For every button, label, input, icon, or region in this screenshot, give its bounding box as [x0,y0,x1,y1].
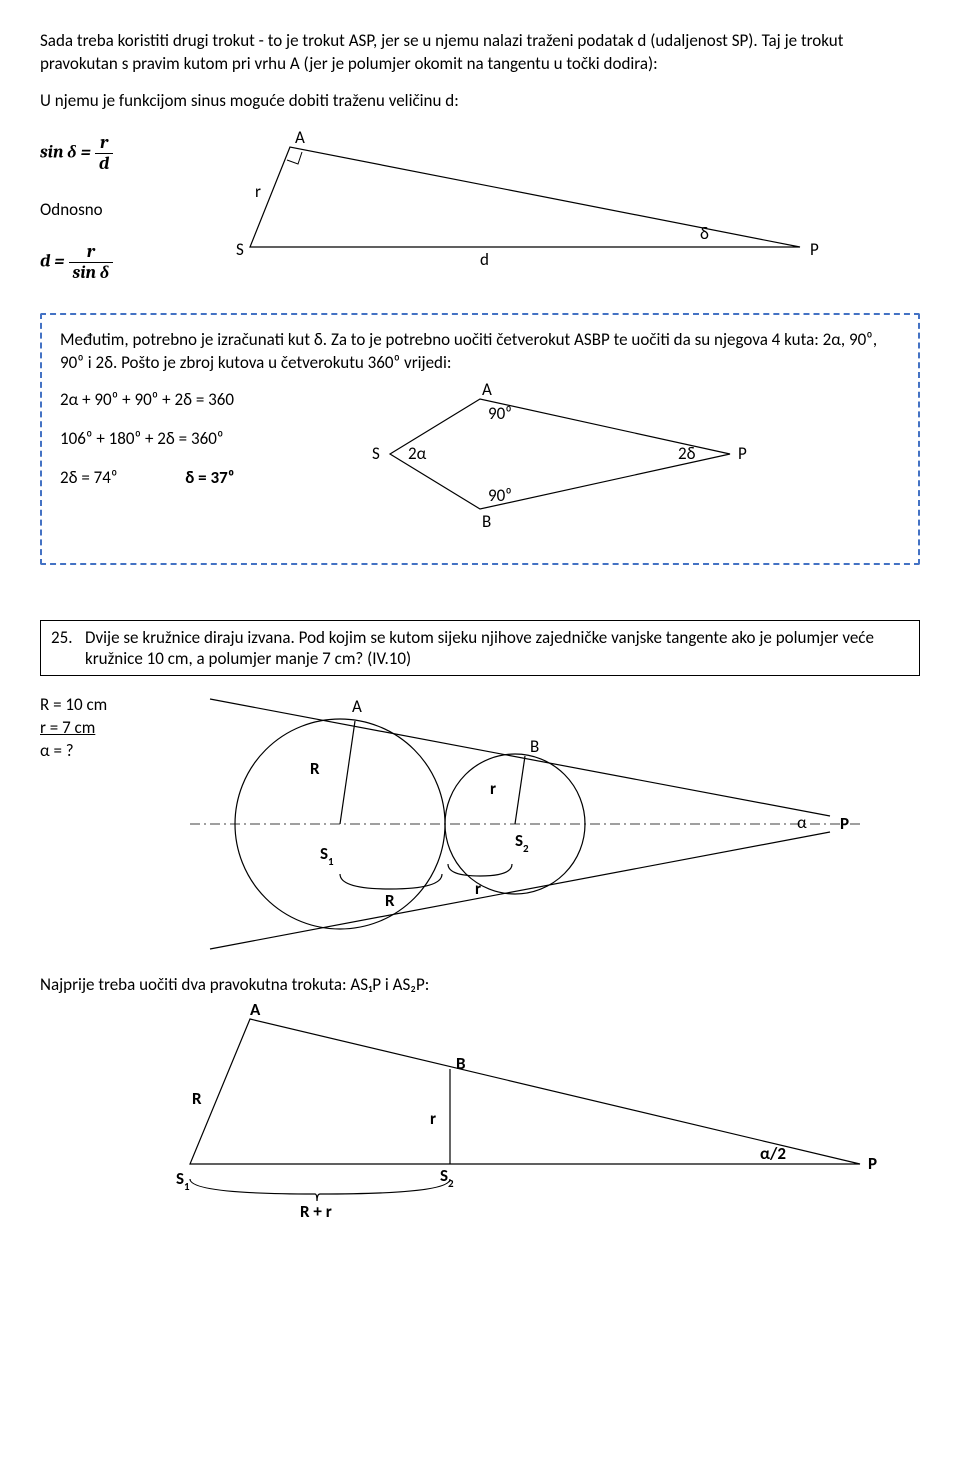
c-S2: S2 [515,830,529,855]
num: r [69,242,114,263]
k-S: S [372,443,380,464]
c-alpha: α [797,812,807,833]
label-P: P [810,239,819,260]
box-text: Međutim, potrebno je izračunati kut δ. Z… [60,329,900,375]
formula-d: d = r sin δ [40,242,240,283]
eq2: 106⁰ + 180⁰ + 2δ = 360⁰ [60,428,360,451]
label-S: S [236,239,244,260]
para-1: Sada treba koristiti drugi trokut - to j… [40,30,920,76]
problem-text: Dvije se kružnice diraju izvana. Pod koj… [85,627,909,669]
den: sin δ [69,263,114,283]
t2-B: B [456,1053,466,1074]
k-B: B [482,511,491,532]
c-R2: R [385,890,395,911]
lhs: d = [40,251,65,272]
k-A: A [482,379,492,400]
label-d: d [480,249,489,270]
t2-S1: S1 [176,1168,190,1193]
t2-A: A [250,999,261,1020]
k-P: P [738,443,747,464]
triangle-asp-diagram: A S P r d δ [240,127,840,277]
c-B: B [530,736,539,757]
given-alpha: α = ? [40,740,190,763]
eq1: 2α + 90⁰ + 90⁰ + 2δ = 360 [60,389,360,412]
k-90b: 90⁰ [488,485,512,506]
given-R: R = 10 cm [40,694,190,717]
c-r2: r [475,878,481,899]
label-A: A [295,127,305,148]
label-r: r [255,181,261,202]
t2-Rr: R + r [300,1201,332,1222]
c-S1: S1 [320,843,334,868]
c-P: P [840,813,849,834]
kite-asbp-diagram: A B S P 90⁰ 90⁰ 2α 2δ [360,389,780,539]
delta-calculation-box: Međutim, potrebno je izračunati kut δ. Z… [40,313,920,565]
two-circles-diagram: A B R r S1 S2 R r α P [190,694,870,944]
t2-r: r [430,1108,436,1129]
t2-a2: α/2 [760,1143,786,1164]
k-2a: 2α [408,443,427,464]
given-and-circles-row: R = 10 cm r = 7 cm α = ? A B R r S1 S2 R… [40,694,920,944]
eq3b: δ = 37⁰ [185,467,234,488]
para-2: U njemu je funkcijom sinus moguće dobiti… [40,90,920,113]
eq3a: 2δ = 74⁰ [60,467,118,488]
lhs: sin δ = [40,141,91,162]
label-delta: δ [700,223,709,244]
k-90t: 90⁰ [488,403,512,424]
k-2d: 2δ [678,443,696,464]
c-R: R [310,758,320,779]
problem-25-box: 25. Dvije se kružnice diraju izvana. Pod… [40,620,920,676]
t2-S2: S2 [440,1165,454,1190]
odnosno-label: Odnosno [40,199,240,222]
problem-number: 25. [51,627,85,669]
eq3: 2δ = 74⁰ δ = 37⁰ [60,467,360,490]
c-A: A [352,696,362,717]
c-r: r [490,778,496,799]
triangles-as1p-as2p-diagram: A B R r S1 S2 α/2 P R + r [180,1009,910,1219]
para-3: Najprije treba uočiti dva pravokutna tro… [40,974,920,997]
den: d [95,154,113,174]
formula-sin-delta: sin δ = r d [40,133,240,174]
num: r [95,133,113,154]
formula-and-triangle-row: sin δ = r d Odnosno d = r sin δ A S P r … [40,127,920,283]
given-r: r = 7 cm [40,717,190,740]
t2-R: R [192,1088,202,1109]
t2-P: P [868,1153,877,1174]
